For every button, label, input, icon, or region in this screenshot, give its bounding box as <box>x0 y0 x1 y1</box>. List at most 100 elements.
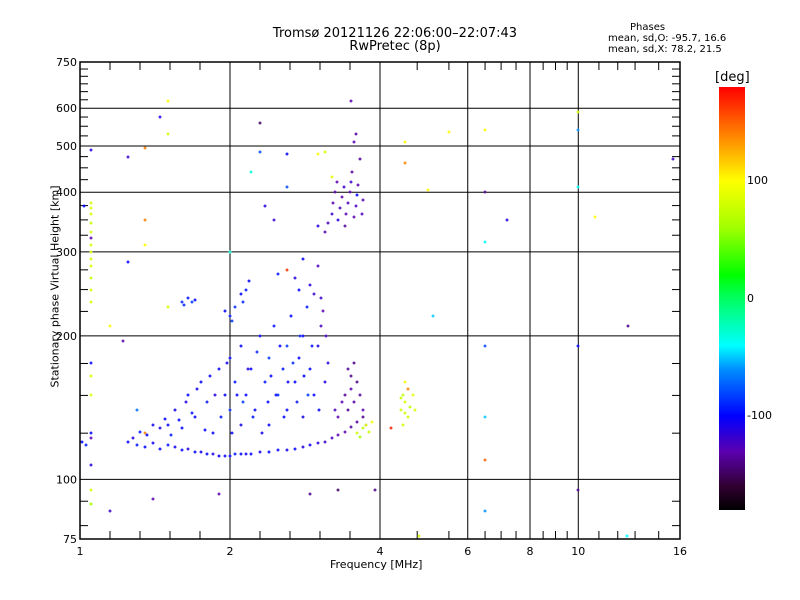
data-point <box>285 448 289 452</box>
data-point <box>217 492 221 496</box>
data-point <box>89 243 93 247</box>
data-point <box>199 450 203 454</box>
data-point <box>301 445 305 449</box>
data-point <box>349 374 353 378</box>
data-point <box>89 300 93 304</box>
data-point <box>342 185 346 189</box>
data-point <box>255 350 259 354</box>
data-point <box>241 400 245 404</box>
data-point <box>358 393 362 397</box>
data-point <box>186 447 190 451</box>
data-point <box>89 374 93 378</box>
data-point <box>208 374 212 378</box>
data-point <box>403 161 407 165</box>
data-point <box>344 212 348 216</box>
data-point <box>267 356 271 360</box>
data-point <box>180 426 184 430</box>
data-point <box>326 221 330 225</box>
data-point <box>302 374 306 378</box>
data-point <box>343 430 347 434</box>
data-point <box>233 380 237 384</box>
data-point <box>89 276 93 280</box>
data-point <box>258 150 262 154</box>
data-point <box>349 387 353 391</box>
colorbar-title: [deg] <box>715 70 750 85</box>
x-axis-label: Frequency [MHz] <box>330 558 423 571</box>
data-point <box>403 400 407 404</box>
colorbar-tick-label: -100 <box>747 409 772 422</box>
o-label: mean, sd,O: <box>608 33 669 44</box>
data-point <box>89 236 93 240</box>
data-point <box>306 393 310 397</box>
data-point <box>340 195 344 199</box>
data-point <box>151 441 155 445</box>
data-point <box>89 502 93 506</box>
data-point <box>143 146 147 150</box>
data-point <box>308 367 312 371</box>
data-point <box>166 305 170 309</box>
data-point <box>319 296 323 300</box>
x-tick-label: 2 <box>227 545 234 558</box>
y-tick-label: 600 <box>56 102 77 115</box>
data-point <box>180 448 184 452</box>
data-point <box>350 170 354 174</box>
x-tick-label: 10 <box>571 545 585 558</box>
data-point <box>293 380 297 384</box>
data-point <box>316 344 320 348</box>
data-point <box>135 443 139 447</box>
tick-labels: 1 2 4 6 8 10 16 75 100 200 300 400 500 600 750 <box>56 56 687 558</box>
data-point <box>190 411 194 415</box>
x-value: 78.2, 21.5 <box>670 44 722 55</box>
data-points <box>80 99 675 538</box>
data-point <box>276 393 280 397</box>
data-point <box>576 488 580 492</box>
data-point <box>389 426 393 430</box>
data-point <box>258 334 262 338</box>
data-point <box>225 361 229 365</box>
data-point <box>267 450 271 454</box>
data-point <box>340 400 344 404</box>
phase-stats-o: mean, sd,O: -95.7, 16.6 <box>608 33 726 44</box>
colorbar-tick-label: 0 <box>747 291 754 305</box>
data-point <box>228 250 232 254</box>
data-point <box>358 157 362 161</box>
data-point <box>403 380 407 384</box>
data-point <box>89 230 93 234</box>
data-point <box>326 361 330 365</box>
data-point <box>143 243 147 247</box>
data-point <box>228 454 232 458</box>
data-point <box>166 99 170 103</box>
colorbar-tick-label: 100 <box>747 174 768 187</box>
data-point <box>239 452 243 456</box>
data-point <box>89 431 93 435</box>
data-point <box>126 260 130 264</box>
data-point <box>217 367 221 371</box>
data-point <box>399 408 403 412</box>
y-tick-label: 300 <box>56 246 77 259</box>
data-point <box>323 150 327 154</box>
data-point <box>305 305 309 309</box>
data-point <box>239 292 243 296</box>
data-point <box>235 393 239 397</box>
data-point <box>483 344 487 348</box>
data-point <box>312 393 316 397</box>
data-point <box>293 447 297 451</box>
data-point <box>285 408 289 412</box>
data-point <box>352 140 356 144</box>
data-point <box>89 206 93 210</box>
data-point <box>219 415 223 419</box>
data-point <box>272 324 276 328</box>
data-point <box>367 430 371 434</box>
data-point <box>298 334 302 338</box>
data-point <box>258 121 262 125</box>
data-point <box>239 344 243 348</box>
y-tick-label: 750 <box>56 56 77 69</box>
data-point <box>281 367 285 371</box>
data-point <box>336 433 340 437</box>
data-point <box>272 218 276 222</box>
data-point <box>348 190 352 194</box>
data-point <box>89 221 93 225</box>
axis-ticks <box>80 62 680 539</box>
data-point <box>223 309 227 313</box>
